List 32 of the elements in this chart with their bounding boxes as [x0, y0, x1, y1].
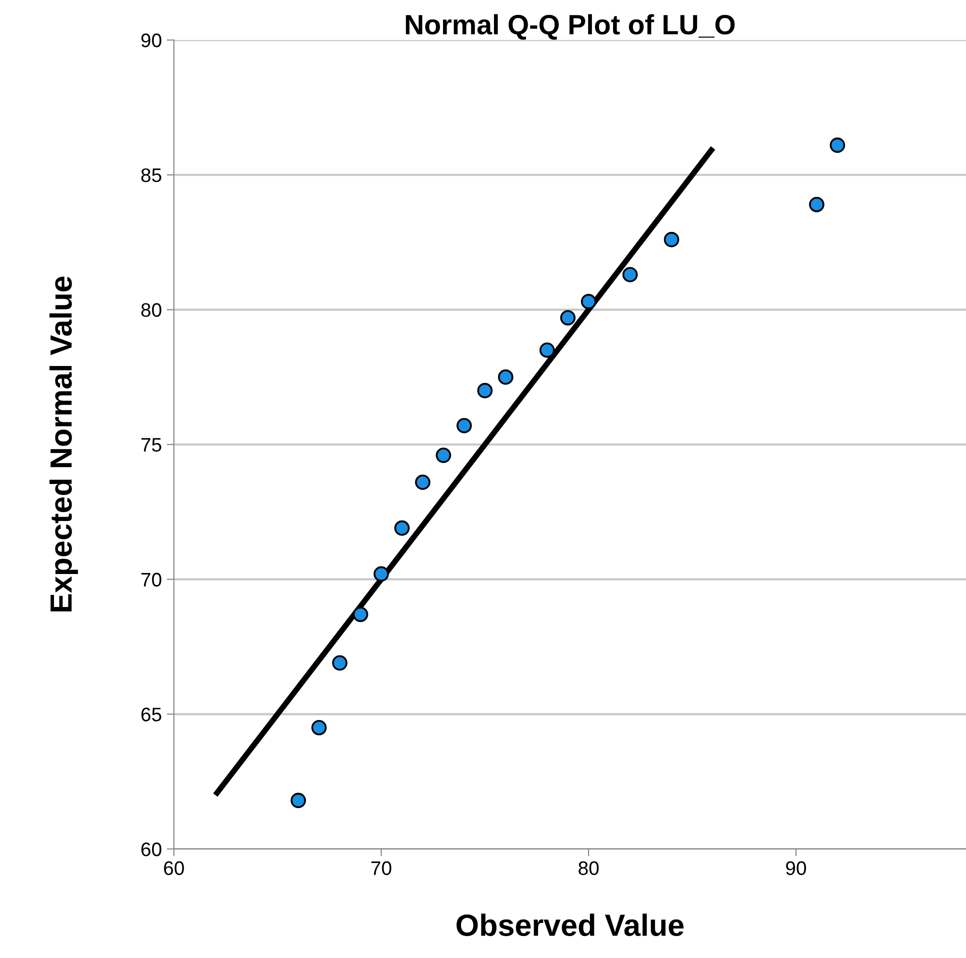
y-tick-label: 60	[141, 842, 162, 856]
x-tick-label: 60	[164, 861, 184, 876]
point	[830, 138, 846, 153]
x-tick-label: 90	[786, 861, 806, 876]
point	[436, 448, 452, 463]
x-axis-title: Observed Value	[456, 914, 684, 936]
point	[539, 342, 555, 358]
point	[332, 655, 348, 671]
point	[456, 418, 472, 434]
point	[415, 474, 430, 490]
point	[477, 382, 493, 398]
chart-title: Normal Q-Q Plot of LU_O	[406, 14, 735, 40]
point	[352, 606, 368, 622]
point	[664, 232, 680, 248]
point	[290, 792, 306, 808]
point	[580, 294, 596, 310]
y-axis-title: Expected Normal Value	[49, 276, 78, 612]
point	[622, 266, 638, 282]
point	[374, 566, 389, 582]
point	[498, 369, 514, 385]
point	[560, 310, 576, 326]
x-tick-label: 80	[578, 861, 599, 876]
y-tick-label: 80	[141, 303, 162, 317]
y-tick-label: 70	[141, 572, 162, 587]
y-tick-label: 75	[141, 438, 162, 452]
x-tick-label: 70	[371, 861, 392, 876]
y-tick-label: 90	[141, 34, 162, 48]
point	[311, 720, 327, 736]
point	[394, 520, 410, 536]
y-tick-label: 65	[141, 708, 162, 722]
y-tick-label: 85	[141, 168, 162, 182]
point	[809, 196, 824, 212]
